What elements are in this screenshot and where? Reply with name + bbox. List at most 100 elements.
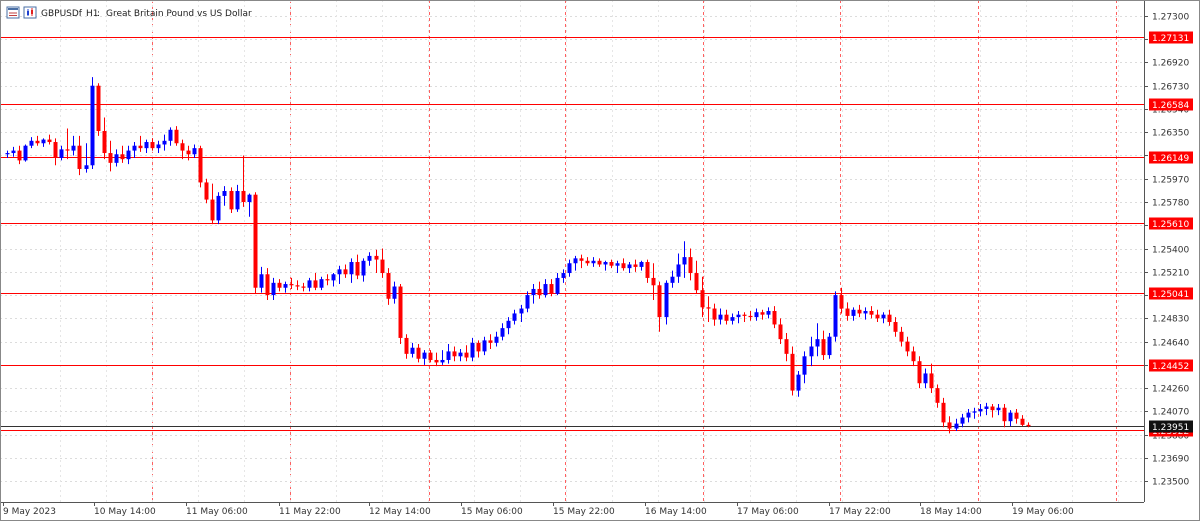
y-tick-label: 1.27300 [1152, 13, 1189, 23]
x-tick-label: 18 May 14:00 [920, 507, 982, 517]
current-price-label: 1.23951 [1152, 423, 1189, 433]
level-label: 1.25610 [1152, 220, 1189, 230]
chart-type-icon[interactable] [23, 6, 37, 19]
candle-body [410, 347, 415, 354]
candle-body [452, 351, 457, 357]
candle [899, 326, 904, 347]
candle [144, 139, 149, 154]
candle-body [887, 314, 892, 323]
candle [772, 306, 777, 329]
candle [440, 350, 445, 365]
candle [1020, 415, 1025, 427]
candle-body [869, 310, 874, 315]
candle [682, 241, 687, 278]
candle [355, 254, 360, 280]
candle [216, 192, 221, 225]
candle-body [5, 153, 10, 155]
candle [59, 145, 64, 161]
candle [815, 323, 820, 357]
candle [833, 291, 838, 342]
candle [875, 309, 880, 323]
candle-body [210, 199, 215, 221]
candle-body [531, 288, 536, 296]
candle [893, 317, 898, 337]
candle-body [132, 145, 137, 151]
candle [1026, 422, 1031, 428]
candle-body [700, 290, 705, 308]
candle [374, 249, 379, 274]
candle-body [96, 85, 101, 132]
candle-body [180, 143, 185, 151]
candle [561, 269, 566, 283]
candle-body [198, 148, 203, 183]
candle [694, 260, 699, 294]
candle-body [645, 262, 650, 278]
candle [633, 259, 638, 272]
candle-body [1008, 412, 1013, 422]
candle-body [633, 264, 638, 267]
candle-body [615, 263, 620, 266]
candle-body [361, 260, 366, 276]
candle [724, 309, 729, 325]
candle-body [984, 406, 989, 409]
y-tick-label: 1.26350 [1152, 129, 1189, 139]
candle [990, 404, 995, 418]
candle-body [434, 359, 439, 363]
candle-body [428, 352, 433, 360]
time-axis: 9 May 2023 10 May 14:00 11 May 06:00 11 May… [3, 502, 1074, 517]
candle-body [941, 402, 946, 423]
candle [567, 259, 572, 277]
candle [470, 337, 475, 362]
candle-body [446, 351, 451, 360]
candle [156, 140, 161, 154]
candle [500, 323, 505, 341]
x-tick-label: 16 May 14:00 [645, 507, 707, 517]
candle-body [367, 255, 372, 261]
candle-body [525, 295, 530, 309]
candle [398, 284, 403, 345]
candle-body [506, 320, 511, 329]
candle [736, 310, 741, 324]
candle-body [458, 352, 463, 357]
candle-body [748, 315, 753, 318]
candle-body [990, 406, 995, 411]
current-price-label-bg [1149, 420, 1193, 433]
y-tick-label: 1.26730 [1152, 83, 1189, 93]
candle-body [682, 257, 687, 265]
candles [5, 77, 1031, 434]
candle-body [120, 154, 125, 160]
candle-body [657, 285, 662, 318]
candle [23, 144, 28, 162]
candle [410, 342, 415, 358]
chart-window-icon[interactable] [6, 6, 20, 19]
candle [41, 138, 46, 147]
candle [265, 268, 270, 300]
candle-body [271, 282, 276, 296]
level-label: 1.24452 [1152, 362, 1189, 372]
candle [422, 350, 427, 365]
candle-body [59, 149, 64, 158]
candle [301, 282, 306, 292]
candle-body [289, 284, 294, 286]
candle-body [259, 274, 264, 288]
x-tick-label: 19 May 06:00 [1012, 507, 1074, 517]
candle [609, 259, 614, 269]
candle-body [150, 142, 155, 149]
candle-body [543, 284, 548, 296]
candle-body [639, 262, 644, 267]
candle [996, 404, 1001, 416]
candle [289, 277, 294, 289]
candle-body [422, 352, 427, 359]
candle [17, 145, 22, 165]
candle-body [77, 145, 82, 169]
candle-body [71, 145, 76, 151]
candle [476, 340, 481, 358]
candle-body [996, 407, 1001, 411]
candle-body [863, 310, 868, 314]
candle [688, 248, 693, 281]
x-tick-label: 12 May 14:00 [369, 507, 431, 517]
candle-body [380, 259, 385, 274]
candle [277, 279, 282, 292]
candle-body [277, 282, 282, 288]
